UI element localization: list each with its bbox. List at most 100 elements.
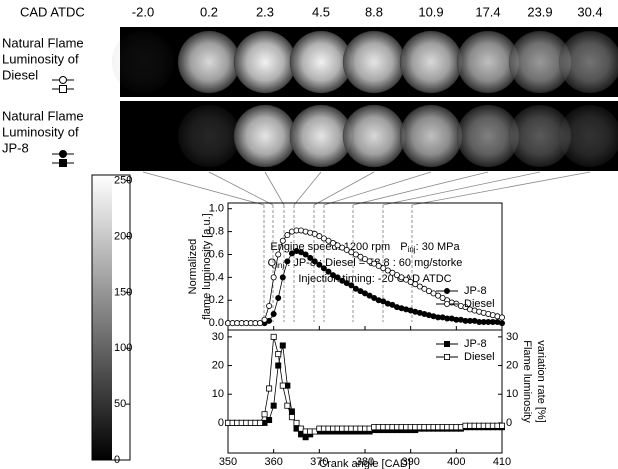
colorbar-frame bbox=[91, 174, 131, 461]
flame-image bbox=[289, 104, 353, 168]
data-point bbox=[389, 269, 396, 276]
y-tick-label: 1.0 bbox=[209, 203, 224, 215]
data-point bbox=[275, 351, 282, 358]
y-tick-label: 0.6 bbox=[209, 248, 224, 260]
x-tick-label: 370 bbox=[310, 456, 328, 468]
flame-image bbox=[558, 104, 618, 168]
x-tick-label: 380 bbox=[356, 456, 374, 468]
flame-image bbox=[399, 30, 463, 94]
legend-label: Diesel bbox=[464, 351, 495, 363]
data-point bbox=[320, 265, 327, 272]
legend-label: Diesel bbox=[464, 298, 495, 310]
colorbar-tick-label: 200 bbox=[114, 230, 132, 242]
y2-tick-label: 0 bbox=[506, 417, 512, 429]
colorbar-tick-label: 100 bbox=[114, 342, 132, 354]
data-point bbox=[498, 422, 505, 429]
column-label: 4.5 bbox=[312, 4, 330, 19]
data-point bbox=[325, 268, 332, 275]
x-tick-label: 410 bbox=[493, 456, 511, 468]
y2-axis-label: variation rate [%] bbox=[535, 340, 547, 423]
column-label: 17.4 bbox=[475, 4, 500, 19]
data-point bbox=[371, 294, 378, 301]
pointer-arrow bbox=[382, 171, 541, 206]
data-point bbox=[298, 249, 305, 256]
pointer-arrow bbox=[411, 171, 591, 206]
data-point bbox=[352, 251, 359, 258]
data-point bbox=[256, 320, 263, 327]
data-point bbox=[393, 272, 400, 279]
data-point bbox=[270, 333, 277, 340]
data-point bbox=[439, 294, 446, 301]
data-point bbox=[430, 290, 437, 297]
data-point bbox=[357, 253, 364, 260]
data-point bbox=[270, 274, 277, 281]
data-point bbox=[371, 260, 378, 267]
data-point bbox=[279, 237, 286, 244]
data-point bbox=[284, 232, 291, 239]
legend-label: JP-8 bbox=[464, 338, 487, 350]
row-label-line: JP-8 bbox=[2, 140, 29, 155]
row-label: Natural Flame Luminosity of Diesel Natur… bbox=[2, 35, 84, 155]
column-label: 23.9 bbox=[527, 4, 552, 19]
data-point bbox=[421, 285, 428, 292]
data-point bbox=[279, 274, 286, 281]
data-point bbox=[330, 272, 337, 279]
data-point bbox=[270, 310, 277, 317]
y-tick-label: 20 bbox=[212, 359, 224, 371]
flame-image bbox=[177, 30, 241, 94]
data-point bbox=[343, 280, 350, 287]
flame-image bbox=[111, 30, 175, 94]
y-tick-label: 0.4 bbox=[209, 271, 224, 283]
y-tick-label: 0.8 bbox=[209, 226, 224, 238]
data-point bbox=[316, 261, 323, 268]
data-point bbox=[366, 292, 373, 299]
row-label-line: Natural Flame bbox=[2, 108, 84, 123]
column-label: 10.9 bbox=[418, 4, 443, 19]
legend-marker bbox=[443, 340, 450, 347]
colorbar-tick-label: 250 bbox=[114, 174, 132, 186]
column-label: -2.0 bbox=[132, 4, 154, 19]
data-point bbox=[288, 414, 295, 421]
column-label: 30.4 bbox=[577, 4, 602, 19]
x-tick-label: 360 bbox=[264, 456, 282, 468]
column-label: 8.8 bbox=[365, 4, 383, 19]
data-point bbox=[384, 267, 391, 274]
data-point bbox=[266, 385, 273, 392]
data-point bbox=[261, 316, 268, 323]
data-point bbox=[348, 249, 355, 256]
data-point bbox=[361, 290, 368, 297]
y-tick-label: 0.2 bbox=[209, 294, 224, 306]
data-point bbox=[275, 251, 282, 258]
data-point bbox=[288, 250, 295, 257]
flame-image bbox=[233, 30, 297, 94]
data-point bbox=[311, 258, 318, 265]
y-axis-label: Normalized bbox=[187, 239, 199, 295]
x-tick-label: 400 bbox=[447, 456, 465, 468]
flame-image bbox=[342, 30, 406, 94]
data-point bbox=[389, 301, 396, 308]
data-point bbox=[316, 233, 323, 240]
flame-image bbox=[233, 104, 297, 168]
data-point bbox=[407, 278, 414, 285]
data-point bbox=[380, 265, 387, 272]
data-point bbox=[320, 235, 327, 242]
colorbar-tick-label: 150 bbox=[114, 286, 132, 298]
x-tick-label: 350 bbox=[219, 456, 237, 468]
data-point bbox=[302, 251, 309, 258]
flame-image bbox=[558, 30, 618, 94]
colorbar bbox=[92, 175, 112, 460]
data-point bbox=[275, 362, 282, 369]
data-point bbox=[339, 277, 346, 284]
colorbar-tick-label: 0 bbox=[114, 454, 120, 466]
y2-tick-label: 10 bbox=[506, 388, 518, 400]
y2-tick-label: 30 bbox=[506, 331, 518, 343]
plot-frame bbox=[227, 329, 503, 454]
data-point bbox=[293, 419, 300, 426]
y2-tick-label: 20 bbox=[506, 359, 518, 371]
data-point bbox=[366, 258, 373, 265]
column-label: 0.2 bbox=[200, 4, 218, 19]
pointer-arrow bbox=[323, 171, 432, 206]
flame-image bbox=[177, 104, 241, 168]
row-label-line: Luminosity of bbox=[2, 124, 79, 139]
